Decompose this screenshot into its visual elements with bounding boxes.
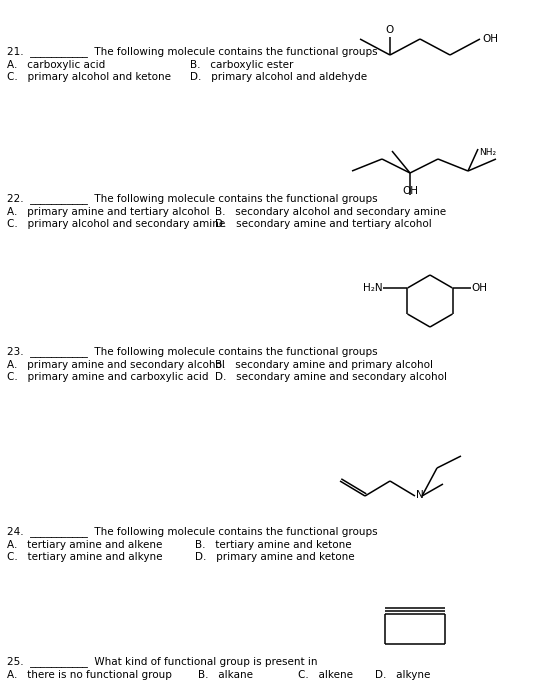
- Text: D.   alkyne: D. alkyne: [375, 670, 431, 680]
- Text: O: O: [386, 25, 394, 35]
- Text: B.   carboxylic ester: B. carboxylic ester: [190, 60, 293, 70]
- Text: D.   secondary amine and secondary alcohol: D. secondary amine and secondary alcohol: [215, 372, 447, 382]
- Text: 21.  ___________  The following molecule contains the functional groups: 21. ___________ The following molecule c…: [7, 46, 377, 57]
- Text: OH: OH: [482, 34, 498, 44]
- Text: D.   primary amine and ketone: D. primary amine and ketone: [195, 552, 355, 562]
- Text: 23.  ___________  The following molecule contains the functional groups: 23. ___________ The following molecule c…: [7, 346, 377, 357]
- Text: 24.  ___________  The following molecule contains the functional groups: 24. ___________ The following molecule c…: [7, 526, 377, 537]
- Text: C.   primary alcohol and ketone: C. primary alcohol and ketone: [7, 72, 171, 82]
- Text: B.   secondary alcohol and secondary amine: B. secondary alcohol and secondary amine: [215, 207, 446, 217]
- Text: A.   tertiary amine and alkene: A. tertiary amine and alkene: [7, 540, 162, 550]
- Text: B.   secondary amine and primary alcohol: B. secondary amine and primary alcohol: [215, 360, 433, 370]
- Text: A.   primary amine and tertiary alcohol: A. primary amine and tertiary alcohol: [7, 207, 210, 217]
- Text: OH: OH: [402, 186, 418, 196]
- Text: C.   alkene: C. alkene: [298, 670, 353, 680]
- Text: D.   secondary amine and tertiary alcohol: D. secondary amine and tertiary alcohol: [215, 219, 432, 229]
- Text: N: N: [416, 490, 424, 500]
- Text: H₂N: H₂N: [363, 283, 382, 293]
- Text: A.   primary amine and secondary alcohol: A. primary amine and secondary alcohol: [7, 360, 225, 370]
- Text: A.   carboxylic acid: A. carboxylic acid: [7, 60, 105, 70]
- Text: C.   primary amine and carboxylic acid: C. primary amine and carboxylic acid: [7, 372, 209, 382]
- Text: D.   primary alcohol and aldehyde: D. primary alcohol and aldehyde: [190, 72, 367, 82]
- Text: A.   there is no functional group: A. there is no functional group: [7, 670, 172, 680]
- Text: 25.  ___________  What kind of functional group is present in: 25. ___________ What kind of functional …: [7, 656, 318, 667]
- Text: NH₂: NH₂: [479, 148, 496, 157]
- Text: C.   primary alcohol and secondary amine: C. primary alcohol and secondary amine: [7, 219, 225, 229]
- Text: B.   alkane: B. alkane: [198, 670, 253, 680]
- Text: C.   tertiary amine and alkyne: C. tertiary amine and alkyne: [7, 552, 162, 562]
- Text: 22.  ___________  The following molecule contains the functional groups: 22. ___________ The following molecule c…: [7, 193, 377, 204]
- Text: OH: OH: [471, 283, 488, 293]
- Text: B.   tertiary amine and ketone: B. tertiary amine and ketone: [195, 540, 352, 550]
